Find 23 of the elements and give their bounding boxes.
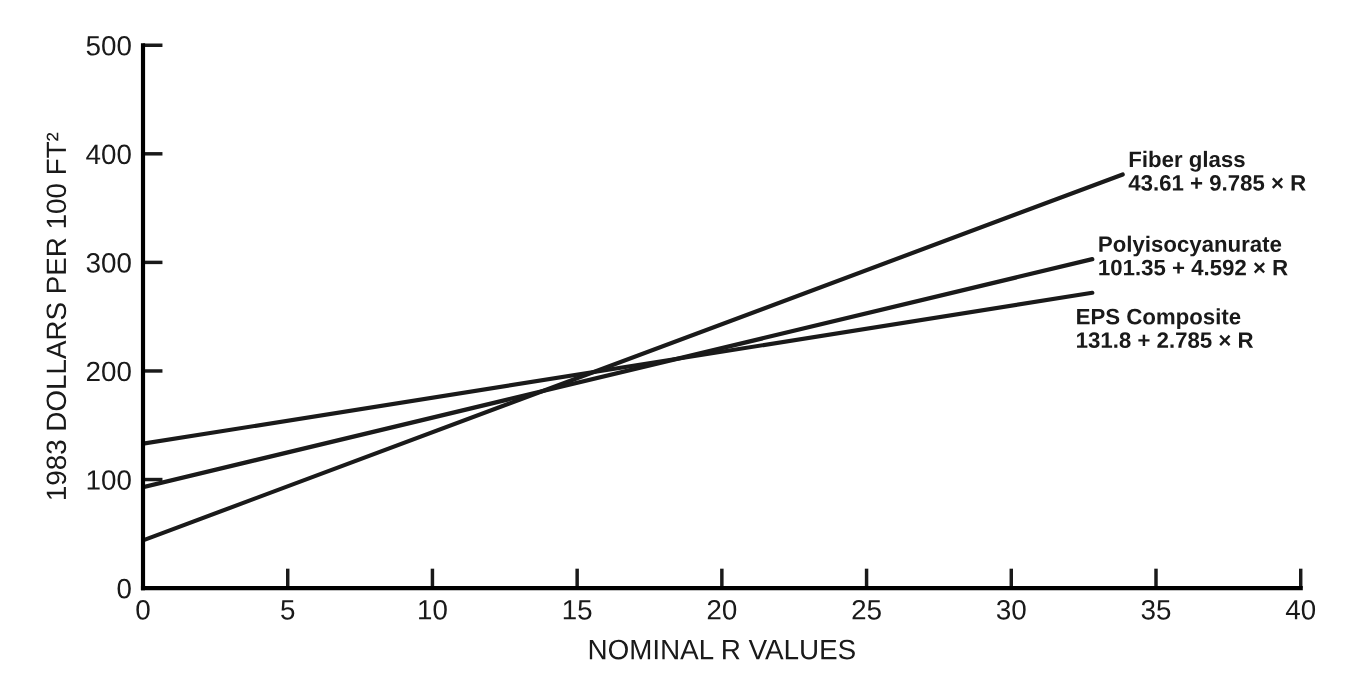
- annotation: 43.61 + 9.785 × R: [1128, 175, 1306, 191]
- x-tick-label: 5: [281, 600, 295, 620]
- y-tick-label: 100: [87, 470, 131, 490]
- x-tick-label: 20: [707, 599, 737, 620]
- series-label: Fiber glass: [1129, 150, 1245, 172]
- series-label: EPS Composite: [1077, 308, 1241, 329]
- y-tick-label: 400: [86, 144, 131, 165]
- y-tick-label: 500: [86, 35, 131, 56]
- x-tick-label: 35: [1141, 599, 1171, 620]
- series-label: Polyisocyanurate: [1099, 235, 1282, 257]
- x-tick-label: 10: [419, 599, 447, 620]
- y-axis-title: 1983 DOLLARS PER 100 FT²: [46, 132, 67, 500]
- x-tick-label: 40: [1285, 599, 1316, 620]
- x-tick-label: 0: [136, 599, 150, 620]
- y-tick-label: 200: [86, 361, 131, 382]
- annotation: 101.35 + 4.592 × R: [1099, 259, 1288, 276]
- x-tick-label: 30: [996, 599, 1026, 620]
- y-tick-label: 300: [86, 253, 131, 273]
- annotation: 131.8 + 2.785 × R: [1077, 332, 1254, 349]
- x-tick-label: 25: [852, 599, 881, 620]
- x-axis-title: NOMINAL R VALUES: [589, 639, 855, 660]
- x-tick-label: 15: [563, 600, 592, 620]
- y-tick-label: 0: [117, 578, 131, 599]
